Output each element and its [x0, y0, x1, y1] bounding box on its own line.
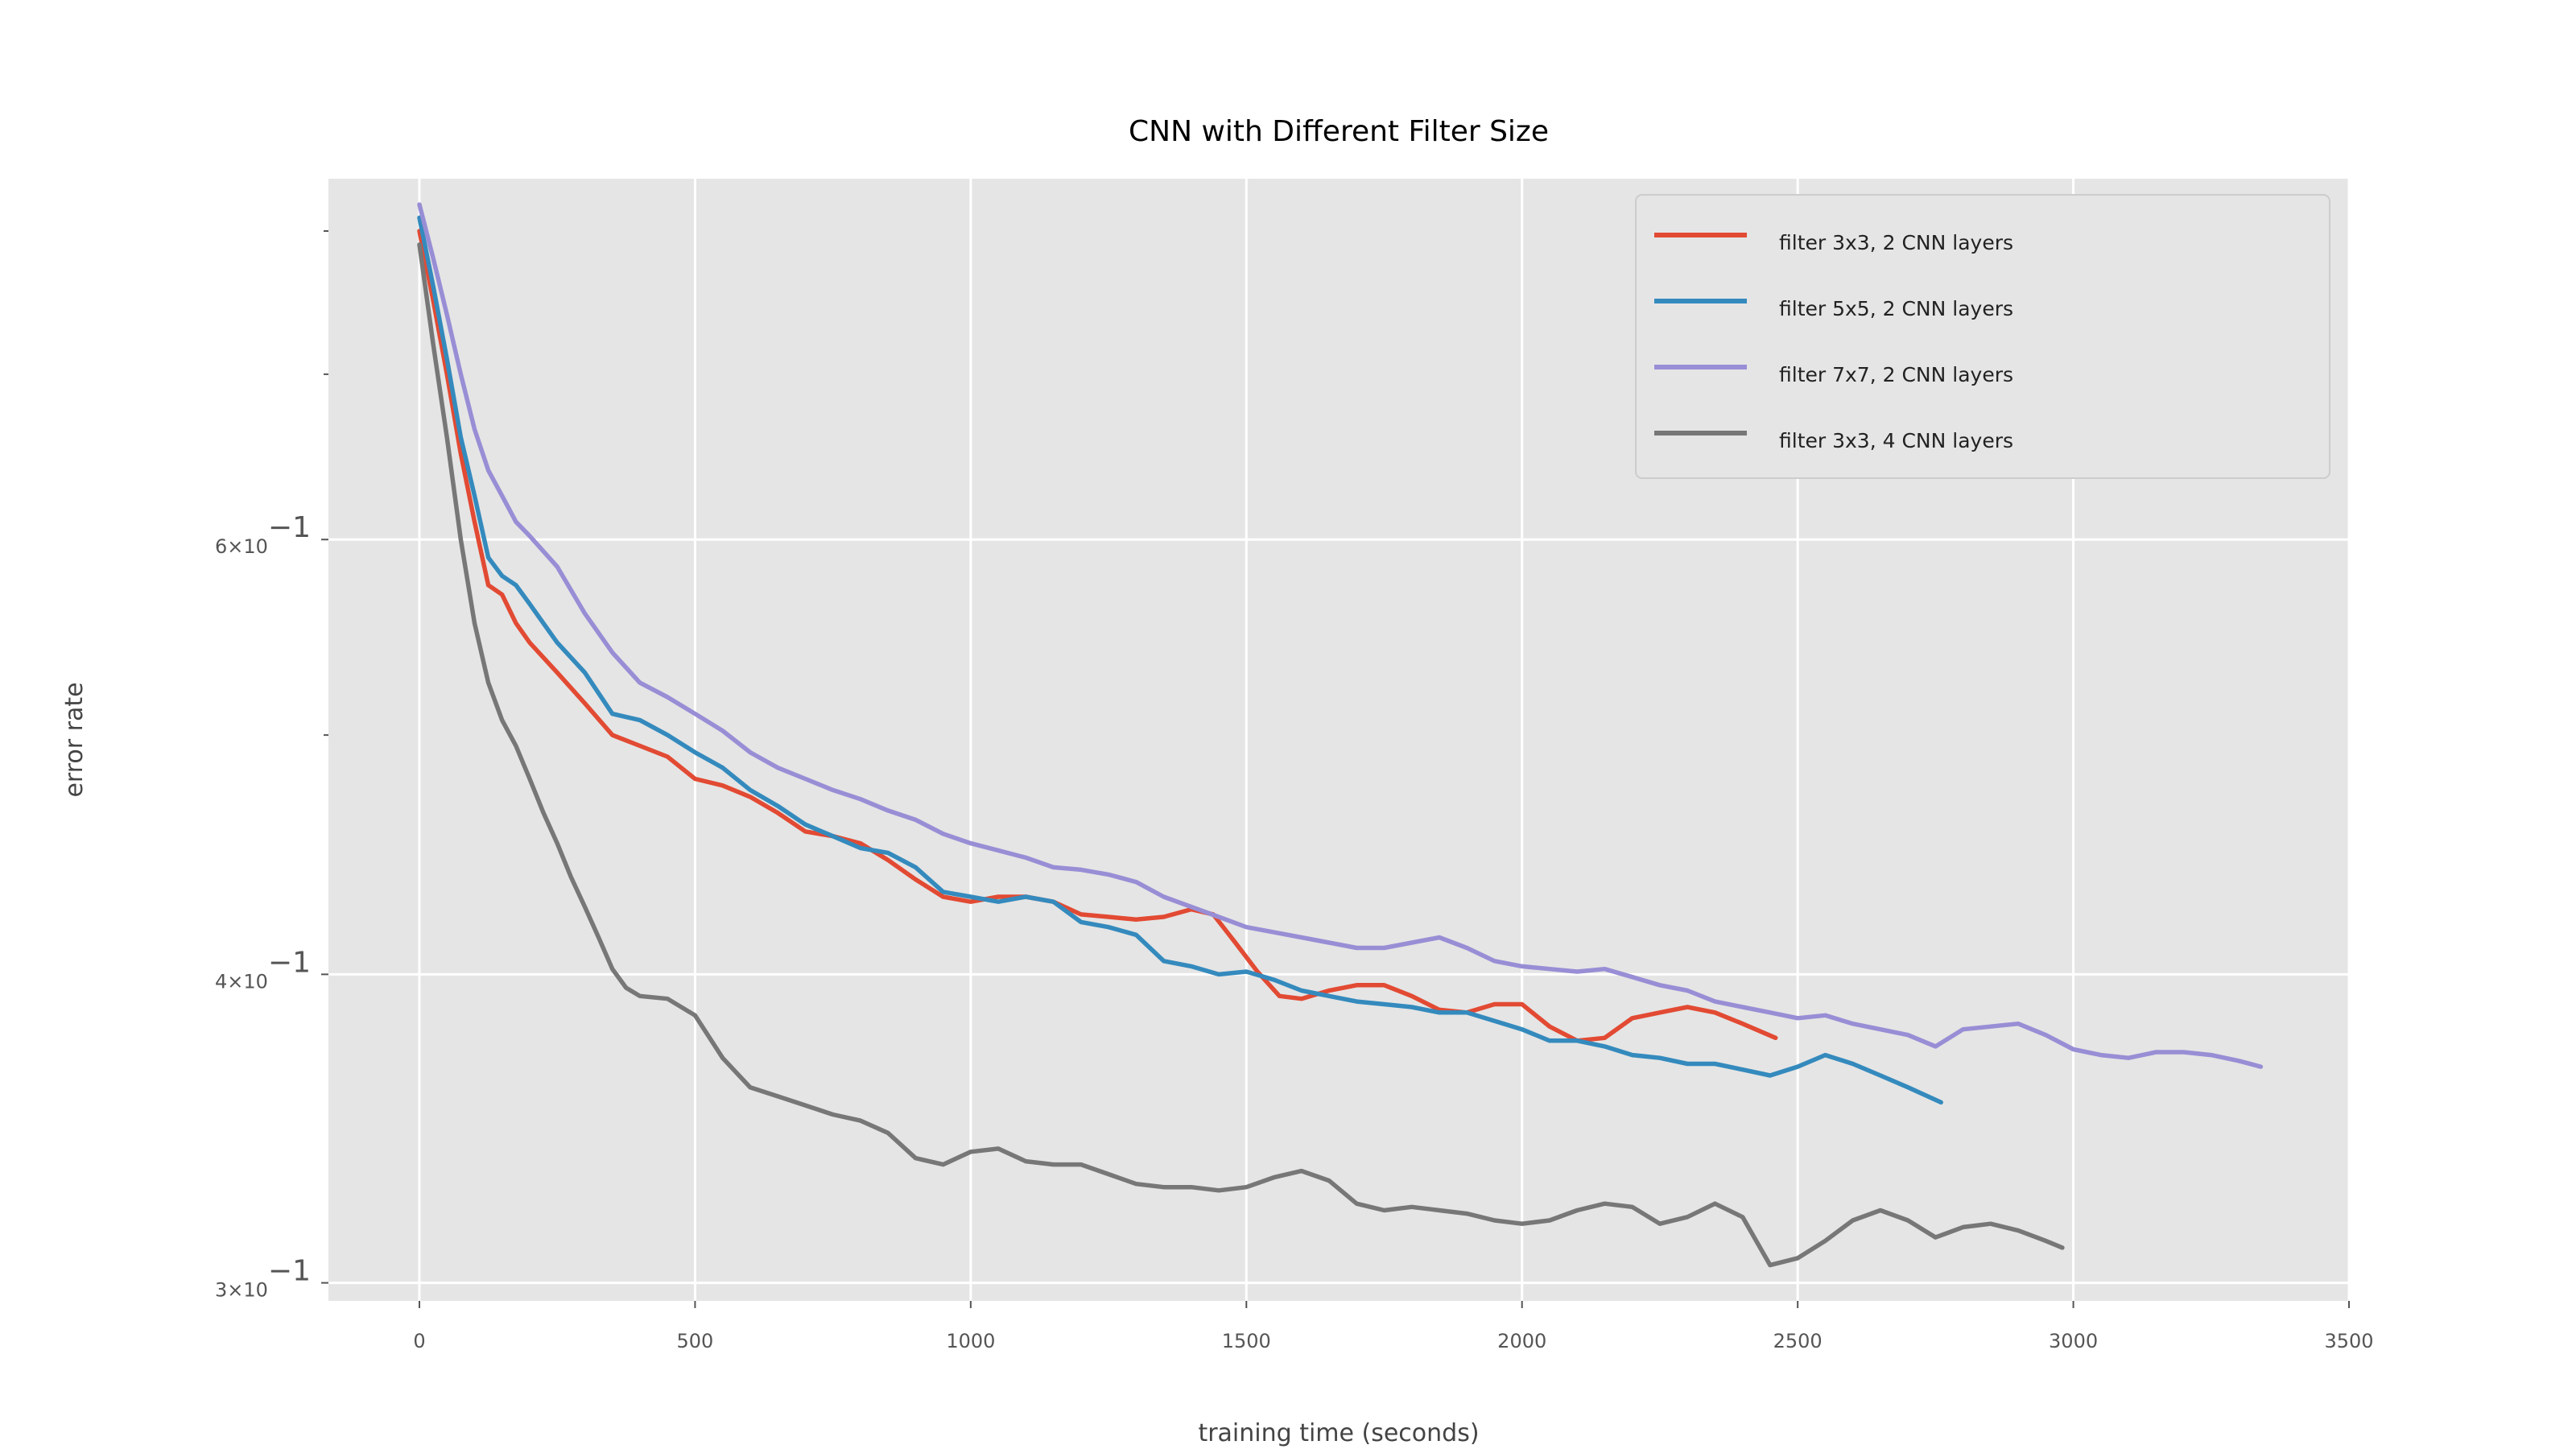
legend-box: [1635, 194, 2330, 479]
series-line-3: [417, 202, 2264, 1069]
y-axis-label: error rate: [60, 682, 89, 797]
y-tick-labels: 3×10−1 4×10−1 6×10−1: [215, 511, 328, 1302]
x-tick-label: 3000: [2049, 1330, 2098, 1352]
x-tick-labels: 0 500 1000 1500 2000 2500 3000 3500: [413, 1301, 2374, 1352]
y-tick-label: 3×10−1: [215, 1255, 311, 1302]
series-line-4: [417, 242, 2065, 1268]
legend-label: filter 7x7, 2 CNN layers: [1779, 363, 2013, 386]
x-tick-label: 3500: [2324, 1330, 2373, 1352]
legend-item-2: filter 5x5, 2 CNN layers: [1654, 297, 2013, 320]
x-tick-label: 2500: [1773, 1330, 1823, 1352]
y-minor-ticks: [324, 229, 328, 737]
legend-label: filter 3x3, 4 CNN layers: [1779, 429, 2013, 452]
x-axis-label: training time (seconds): [1198, 1419, 1479, 1447]
chart-title: CNN with Different Filter Size: [1129, 115, 1549, 148]
x-tick-label: 2000: [1497, 1330, 1546, 1352]
legend-label: filter 3x3, 2 CNN layers: [1779, 231, 2013, 254]
x-tick-label: 1000: [946, 1330, 995, 1352]
x-tick-label: 500: [677, 1330, 714, 1352]
legend-item-3: filter 7x7, 2 CNN layers: [1654, 363, 2013, 386]
y-tick-label: 6×10−1: [215, 511, 311, 558]
legend-label: filter 5x5, 2 CNN layers: [1779, 297, 2013, 320]
y-tick-label: 4×10−1: [215, 946, 311, 993]
x-tick-label: 0: [413, 1330, 425, 1352]
legend-item-4: filter 3x3, 4 CNN layers: [1654, 429, 2013, 452]
series-lines: [417, 202, 2264, 1268]
legend: filter 3x3, 2 CNN layers filter 5x5, 2 CN…: [1635, 194, 2330, 479]
series-line-2: [417, 215, 1943, 1105]
legend-item-1: filter 3x3, 2 CNN layers: [1654, 231, 2013, 254]
x-tick-label: 1500: [1222, 1330, 1271, 1352]
